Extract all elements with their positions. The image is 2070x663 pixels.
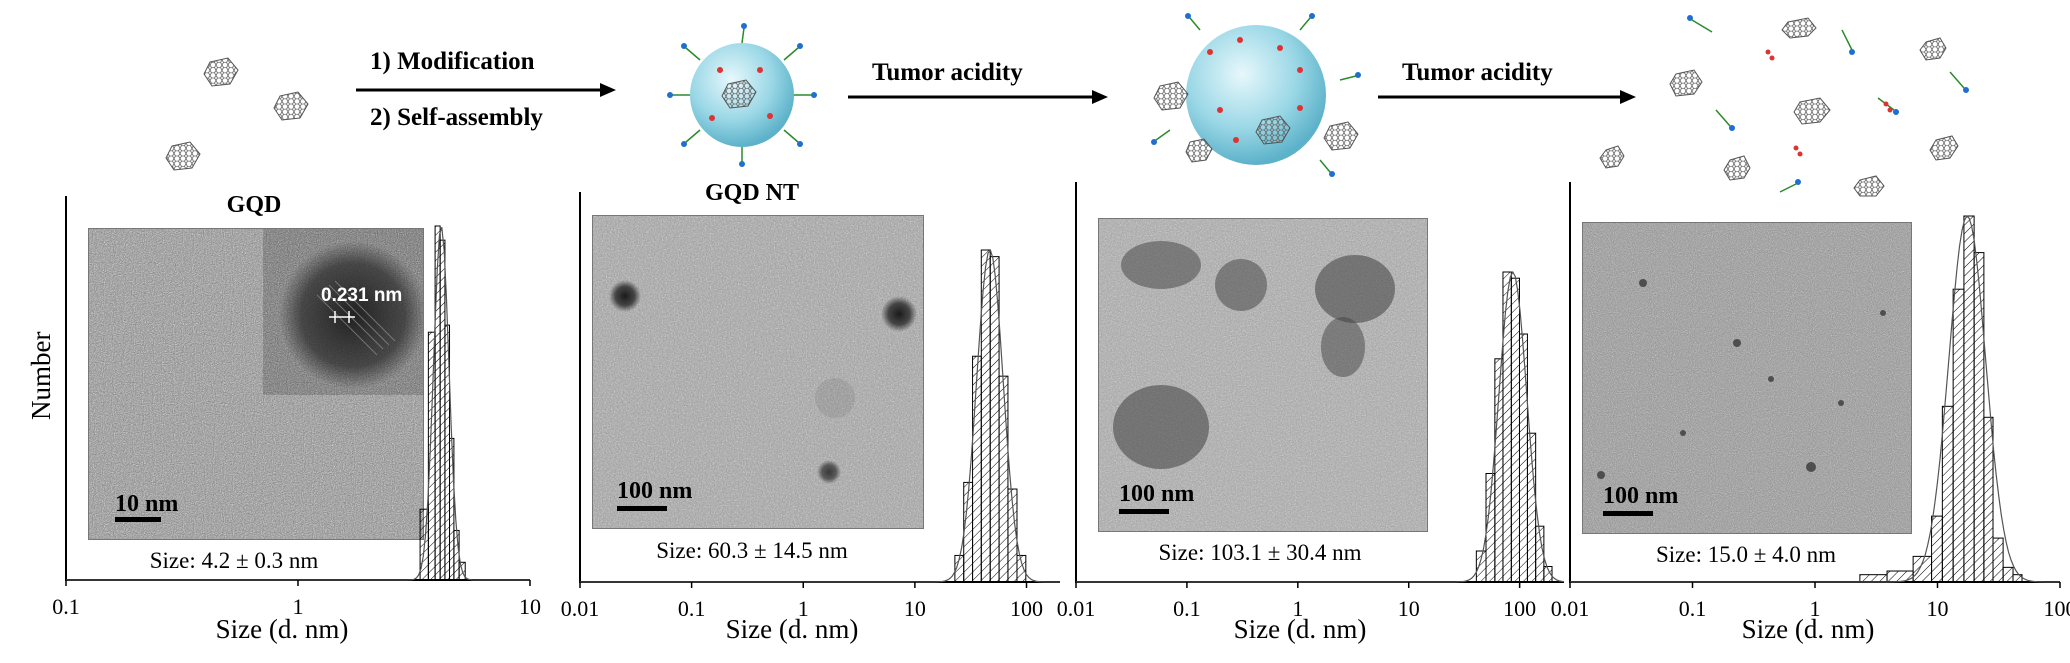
scale-bar-label: 10 nm xyxy=(115,491,179,517)
histogram-bar xyxy=(1475,550,1487,583)
dissociated-gqds-illustration xyxy=(1599,15,1969,197)
histogram-bar xyxy=(2012,574,2023,583)
scale-bar xyxy=(115,517,161,522)
histogram-bar xyxy=(1912,555,1933,583)
x-tick-label: 10 xyxy=(1926,596,1949,621)
scheme-step2: Tumor acidity xyxy=(872,59,1023,86)
x-tick-label: 100 xyxy=(1010,596,1043,621)
histogram-bar xyxy=(1543,566,1553,583)
histogram-bar xyxy=(1510,277,1520,583)
x-axis-label-3: Size (d. nm) xyxy=(1233,614,1367,644)
scale-bar xyxy=(1603,511,1653,516)
x-tick-label: 0.1 xyxy=(1173,596,1201,621)
fit-curve xyxy=(1076,270,1565,583)
histogram-bar xyxy=(1941,405,1954,583)
x-tick-label: 0.01 xyxy=(560,596,600,621)
x-tick-label: 0.01 xyxy=(1056,596,1096,621)
x-tick-label: 1 xyxy=(1809,596,1821,621)
x-axis-label-4: Size (d. nm) xyxy=(1741,614,1875,644)
size-label-dissociated: Size: 15.0 ± 4.0 nm xyxy=(1655,542,1837,567)
x-tick-label: 100 xyxy=(2043,596,2070,621)
tem-image-dissociated: 100 nm xyxy=(1582,222,1912,534)
histogram-bar xyxy=(1007,488,1018,583)
tem-image-gqd: 0.231 nm 10 nm xyxy=(88,228,424,540)
histogram-bar xyxy=(1931,515,1943,583)
scale-bar-label: 100 nm xyxy=(1119,481,1195,507)
scale-bar xyxy=(617,506,667,511)
tem-image-swollen: 100 nm xyxy=(1098,218,1428,532)
x-axis-label-1: Size (d. nm) xyxy=(215,614,349,644)
x-tick-label: 100 xyxy=(1503,596,1537,621)
size-label-gqd-nt: Size: 60.3 ± 14.5 nm xyxy=(656,538,848,563)
x-tick-label: 10 xyxy=(519,594,541,619)
histogram-bar xyxy=(1952,288,1965,583)
fit-curve xyxy=(580,248,1060,583)
swollen-sphere-illustration xyxy=(1151,13,1361,177)
scale-bar-label: 100 nm xyxy=(1603,483,1679,509)
x-tick-label: 0.01 xyxy=(1550,596,1590,621)
size-label-gqd: Size: 4.2 ± 0.3 nm xyxy=(149,548,319,573)
x-tick-label: 0.1 xyxy=(52,594,80,619)
histogram-bar xyxy=(1502,271,1512,583)
histogram-bar xyxy=(1526,432,1537,583)
histogram-bar xyxy=(1973,252,1985,583)
scheme-step3: Tumor acidity xyxy=(1402,59,1553,86)
histogram-bar xyxy=(449,437,455,581)
histogram-bar xyxy=(1983,416,1994,583)
histogram-bar xyxy=(1016,554,1027,583)
gqd-sheets-illustration xyxy=(165,57,309,171)
scheme-step1-line1: 1) Modification xyxy=(370,48,535,75)
histogram-bar xyxy=(1518,333,1528,583)
histogram-bar xyxy=(1992,537,2004,583)
x-tick-label: 0.1 xyxy=(677,596,706,621)
histogram-bar xyxy=(972,355,982,583)
arrow-icon xyxy=(356,83,1636,104)
fit-curve xyxy=(66,227,530,581)
histogram-bar xyxy=(2002,566,2014,583)
size-label-swollen: Size: 103.1 ± 30.4 nm xyxy=(1158,540,1362,565)
scheme-step1-line2: 2) Self-assembly xyxy=(370,104,543,131)
x-tick-label: 1 xyxy=(797,596,809,621)
histogram-bar xyxy=(1963,215,1975,583)
panel-1-title: GQD xyxy=(226,192,282,218)
histogram-bar xyxy=(1859,574,1888,583)
x-tick-label: 10 xyxy=(903,596,926,621)
scale-bar xyxy=(1119,509,1169,514)
histogram-bar xyxy=(434,225,441,581)
scale-bar-label: 100 nm xyxy=(617,478,693,504)
x-tick-label: 1 xyxy=(1292,596,1304,621)
lattice-spacing-label: 0.231 nm xyxy=(321,285,403,306)
panel-2-title: GQD NT xyxy=(704,180,800,206)
x-tick-label: 10 xyxy=(1397,596,1420,621)
x-axis-label-2: Size (d. nm) xyxy=(725,614,859,644)
x-tick-label: 0.1 xyxy=(1678,596,1707,621)
histogram-bar xyxy=(998,375,1009,583)
nanotransformer-sphere-illustration xyxy=(667,23,817,167)
x-tick-label: 1 xyxy=(292,594,304,619)
tem-image-gqd-nt: 100 nm xyxy=(592,215,924,529)
histogram-bar xyxy=(439,239,446,581)
histogram-bar xyxy=(1886,570,1914,583)
hrtem-inset xyxy=(263,229,423,395)
histogram-bar xyxy=(453,529,460,581)
